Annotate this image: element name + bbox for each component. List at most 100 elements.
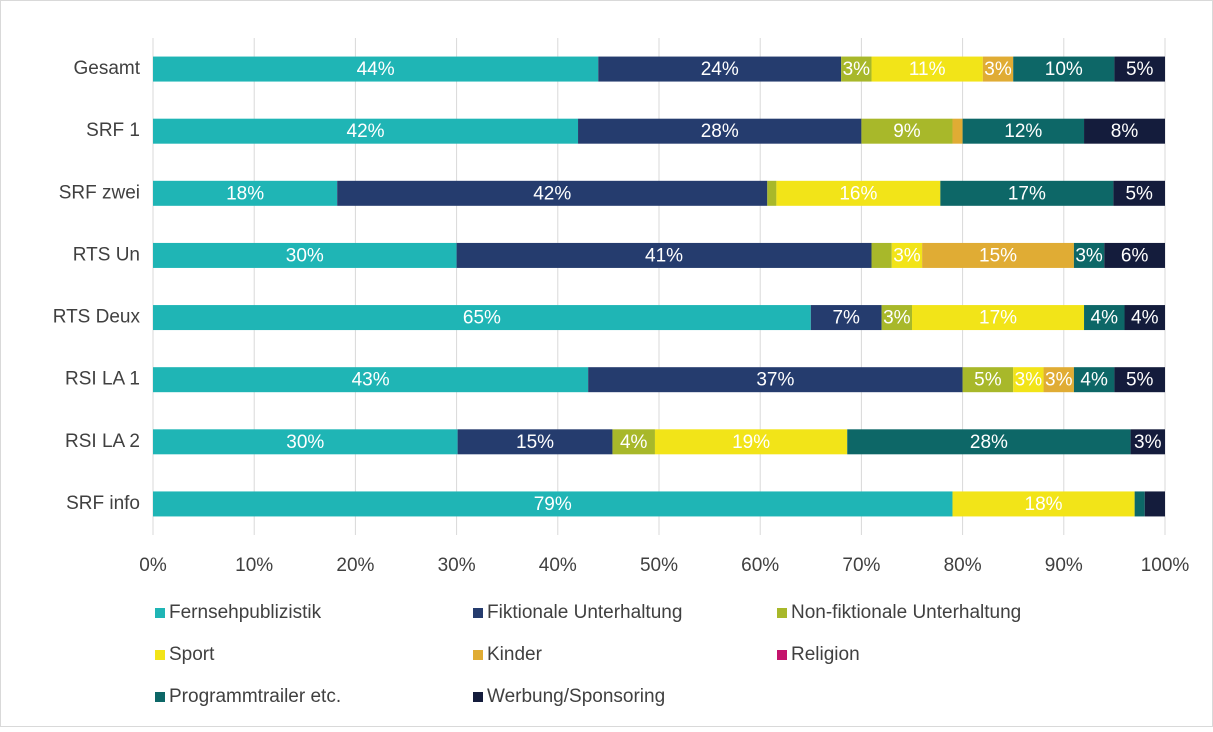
legend-swatch (777, 608, 787, 618)
data-label: 3% (883, 308, 911, 329)
data-label: 3% (1045, 370, 1073, 391)
bar-segment (1073, 242, 1105, 268)
bar-segment (1084, 118, 1165, 144)
data-label: 11% (909, 59, 946, 80)
data-label: 8% (1111, 121, 1139, 142)
x-tick-label: 40% (539, 555, 577, 576)
x-tick-label: 10% (235, 555, 273, 576)
bar-segment (940, 180, 1114, 206)
bar-segment (1114, 367, 1165, 393)
legend-label: Sport (169, 644, 215, 665)
data-label: 17% (1008, 183, 1046, 204)
x-tick-label: 20% (336, 555, 374, 576)
bar-segment (952, 118, 963, 144)
data-label: 3% (1134, 432, 1162, 453)
legend-label: Kinder (487, 644, 543, 665)
data-label: 16% (839, 183, 877, 204)
x-tick-label: 0% (139, 555, 167, 576)
data-label: 5% (1126, 370, 1154, 391)
bar-segment (153, 242, 457, 268)
data-label: 6% (1121, 245, 1149, 266)
data-label: 15% (979, 245, 1017, 266)
bar-segment (922, 242, 1074, 268)
legend-swatch (473, 650, 483, 660)
bar-segment (153, 56, 599, 82)
bar-segment (881, 305, 912, 331)
data-label: 12% (1004, 121, 1042, 142)
data-label: 30% (286, 432, 324, 453)
legend-swatch (473, 608, 483, 618)
y-tick-label: SRF 1 (86, 120, 140, 141)
legend-swatch (155, 692, 165, 702)
bar-segment (1073, 367, 1115, 393)
bar-segment (1043, 367, 1074, 393)
x-tick-label: 70% (842, 555, 880, 576)
bar-segment (457, 429, 613, 455)
bar-segment (847, 429, 1131, 455)
bar-segment (776, 180, 941, 206)
bar-segment (952, 491, 1135, 517)
legend-swatch (777, 650, 787, 660)
bar-segment (767, 180, 777, 206)
bar-segment (841, 56, 872, 82)
data-label: 3% (843, 59, 871, 80)
x-tick-label: 30% (438, 555, 476, 576)
bar-segment (578, 118, 862, 144)
bar-segment (153, 491, 953, 517)
bar-segment (654, 429, 848, 455)
x-tick-label: 50% (640, 555, 678, 576)
bar-segment (1013, 367, 1044, 393)
data-label: 3% (893, 245, 921, 266)
data-label: 18% (1025, 494, 1063, 515)
data-label: 17% (979, 308, 1017, 329)
data-label: 3% (1015, 370, 1043, 391)
x-tick-label: 100% (1141, 555, 1190, 576)
legend-swatch (155, 650, 165, 660)
bar-segment (912, 305, 1085, 331)
data-label: 15% (516, 432, 554, 453)
bar-segment (1114, 56, 1165, 82)
data-label: 30% (286, 245, 324, 266)
y-tick-label: RSI LA 1 (65, 369, 140, 390)
bar-segment (982, 56, 1014, 82)
bar-segment (612, 429, 655, 455)
legend-label: Werbung/Sponsoring (487, 686, 665, 707)
y-tick-label: SRF info (66, 493, 140, 514)
legend-swatch (473, 692, 483, 702)
bar-segment (1013, 56, 1115, 82)
x-tick-label: 90% (1045, 555, 1083, 576)
data-label: 42% (533, 183, 571, 204)
data-label: 4% (1131, 308, 1159, 329)
data-label: 24% (701, 59, 739, 80)
bar-segment (153, 305, 811, 331)
data-label: 7% (832, 308, 860, 329)
x-tick-label: 80% (944, 555, 982, 576)
bar-segment (810, 305, 882, 331)
bar-segment (861, 118, 953, 144)
y-tick-label: RSI LA 2 (65, 431, 140, 452)
x-tick-label: 60% (741, 555, 779, 576)
data-label: 37% (756, 370, 794, 391)
data-label: 43% (352, 370, 390, 391)
data-label: 4% (620, 432, 648, 453)
bar-segment (1104, 242, 1165, 268)
data-label: 5% (1125, 183, 1153, 204)
bar-segment (337, 180, 768, 206)
data-label: 44% (357, 59, 395, 80)
data-label: 41% (645, 245, 683, 266)
data-label: 3% (984, 59, 1012, 80)
data-label: 9% (893, 121, 921, 142)
data-label: 5% (1126, 59, 1154, 80)
y-tick-label: Gesamt (73, 58, 140, 79)
bar-segment (871, 56, 983, 82)
bar-segment (456, 242, 872, 268)
bar-segment (588, 367, 963, 393)
data-label: 18% (226, 183, 264, 204)
y-tick-label: SRF zwei (59, 182, 140, 203)
y-tick-label: RTS Un (73, 244, 140, 265)
bar-segment (1144, 491, 1165, 517)
data-label: 5% (974, 370, 1002, 391)
bar-segment (153, 180, 338, 206)
data-label: 65% (463, 308, 501, 329)
